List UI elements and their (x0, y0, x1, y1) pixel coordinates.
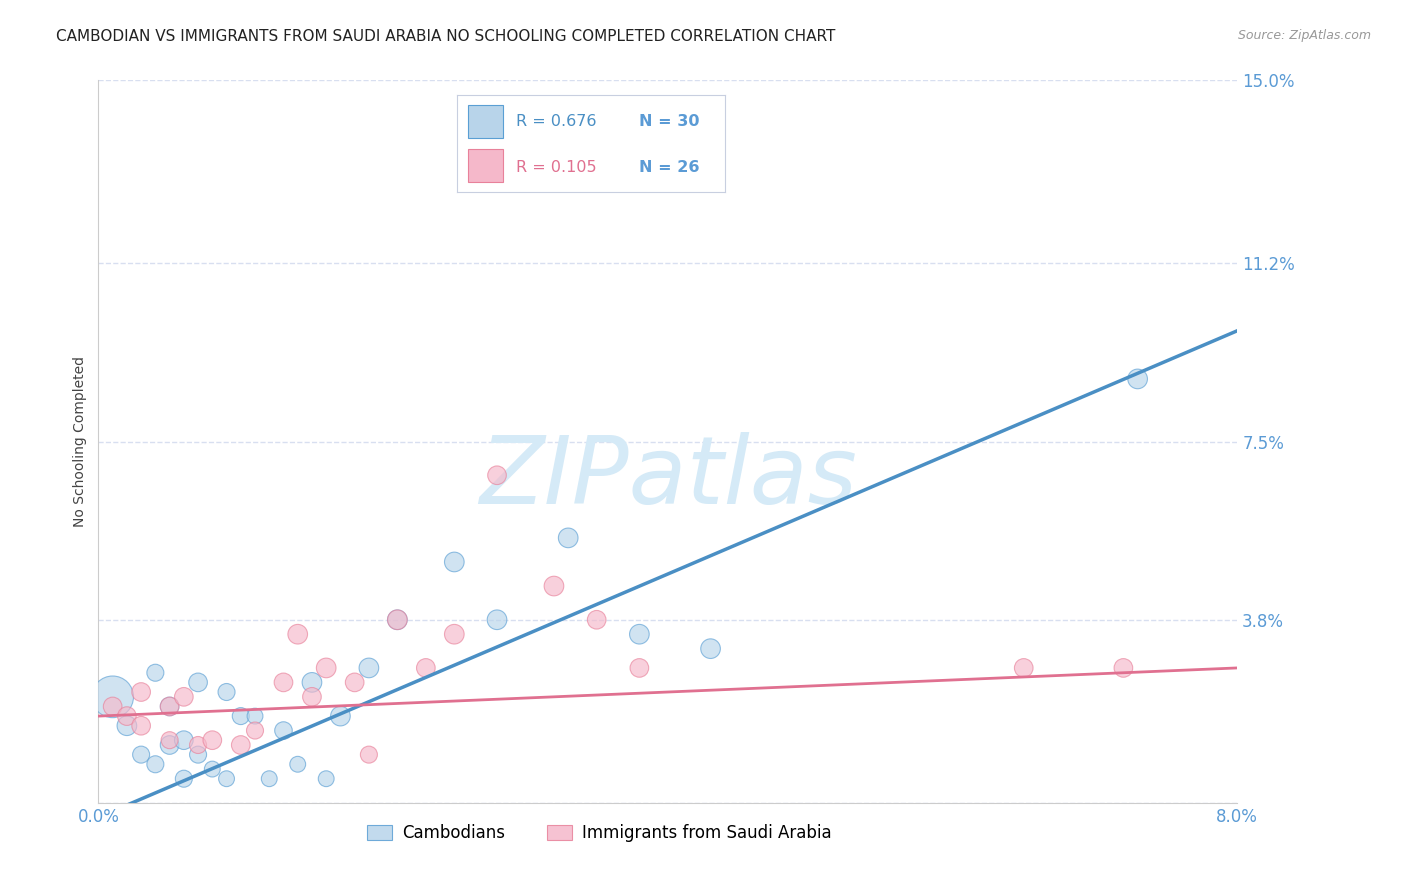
Point (215, 772, 238, 786)
Point (229, 738, 252, 752)
Point (387, 613, 409, 627)
Point (287, 627, 309, 641)
Point (173, 733, 195, 747)
Point (159, 699, 181, 714)
Point (259, 772, 281, 786)
Point (215, 685, 238, 699)
Point (357, 747, 380, 762)
Point (159, 733, 181, 747)
Point (315, 661, 337, 675)
Point (187, 738, 209, 752)
Point (486, 613, 509, 627)
Point (145, 757, 167, 772)
Point (273, 675, 295, 690)
Point (145, 665, 167, 680)
Point (187, 675, 209, 690)
Point (628, 661, 651, 675)
Point (543, 579, 565, 593)
Point (101, 690, 124, 704)
Point (343, 675, 366, 690)
Text: Source: ZipAtlas.com: Source: ZipAtlas.com (1237, 29, 1371, 42)
Point (443, 555, 465, 569)
Point (101, 699, 124, 714)
Point (287, 757, 309, 772)
Text: ZIPatlas: ZIPatlas (479, 432, 856, 524)
Point (301, 690, 323, 704)
Point (301, 675, 323, 690)
Y-axis label: No Schooling Completed: No Schooling Completed (73, 356, 87, 527)
Point (129, 685, 152, 699)
Point (329, 709, 352, 723)
Point (173, 690, 195, 704)
Point (229, 709, 252, 723)
Point (315, 772, 337, 786)
Point (201, 733, 224, 747)
Point (115, 709, 138, 723)
Point (1112, 661, 1135, 675)
Point (159, 699, 181, 714)
Point (1126, 372, 1149, 386)
Point (486, 468, 509, 483)
Point (129, 747, 152, 762)
Point (187, 747, 209, 762)
Text: CAMBODIAN VS IMMIGRANTS FROM SAUDI ARABIA NO SCHOOLING COMPLETED CORRELATION CHA: CAMBODIAN VS IMMIGRANTS FROM SAUDI ARABI… (56, 29, 835, 44)
Point (387, 613, 409, 627)
Point (357, 661, 380, 675)
Point (273, 723, 295, 738)
Point (443, 627, 465, 641)
Point (115, 719, 138, 733)
Point (243, 723, 266, 738)
Point (159, 738, 181, 752)
Point (173, 772, 195, 786)
Point (699, 641, 721, 656)
Point (1012, 661, 1035, 675)
Point (415, 661, 437, 675)
Point (585, 613, 607, 627)
Point (201, 762, 224, 776)
Point (628, 627, 651, 641)
Point (129, 719, 152, 733)
Point (243, 709, 266, 723)
Legend: Cambodians, Immigrants from Saudi Arabia: Cambodians, Immigrants from Saudi Arabia (361, 817, 838, 848)
Point (557, 531, 579, 545)
